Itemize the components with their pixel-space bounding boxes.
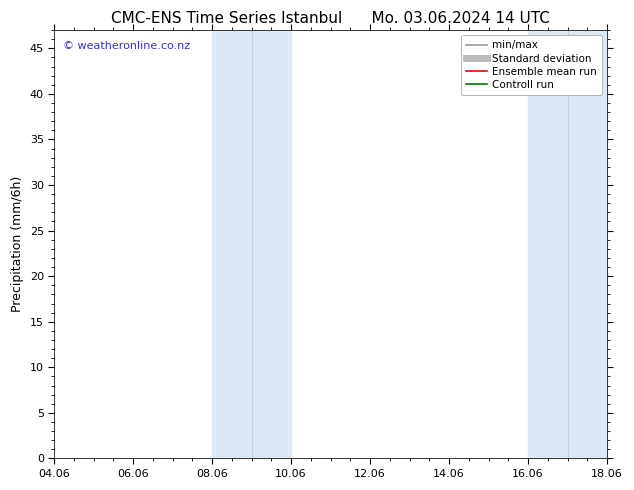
Text: © weatheronline.co.nz: © weatheronline.co.nz — [63, 41, 190, 51]
Legend: min/max, Standard deviation, Ensemble mean run, Controll run: min/max, Standard deviation, Ensemble me… — [460, 35, 602, 95]
Bar — [528, 30, 607, 459]
Bar — [212, 30, 291, 459]
Title: CMC-ENS Time Series Istanbul      Mo. 03.06.2024 14 UTC: CMC-ENS Time Series Istanbul Mo. 03.06.2… — [111, 11, 550, 26]
Y-axis label: Precipitation (mm/6h): Precipitation (mm/6h) — [11, 176, 24, 313]
